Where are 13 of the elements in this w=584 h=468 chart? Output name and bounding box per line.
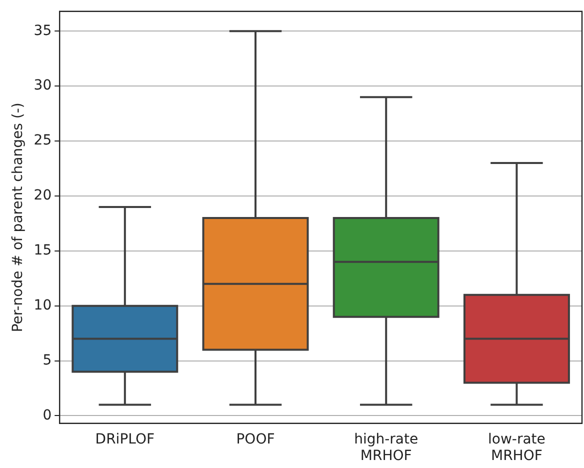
y-tick-label: 5 xyxy=(42,352,52,368)
y-tick-label: 15 xyxy=(34,242,52,259)
y-tick-label: 30 xyxy=(34,78,52,94)
x-tick-label: high-rate MRHOF xyxy=(354,431,418,464)
x-tick-label: low-rate MRHOF xyxy=(488,431,546,464)
y-tick-label: 35 xyxy=(34,22,52,39)
y-tick-label: 20 xyxy=(34,188,52,204)
x-tick-label: DRiPLOF xyxy=(95,431,155,448)
y-tick-label: 10 xyxy=(34,297,52,314)
y-axis-title: Per-node # of parent changes (-) xyxy=(10,102,26,332)
x-tick-label: POOF xyxy=(236,431,275,448)
y-tick-label: 25 xyxy=(34,132,52,149)
y-tick-label: 0 xyxy=(42,407,52,424)
